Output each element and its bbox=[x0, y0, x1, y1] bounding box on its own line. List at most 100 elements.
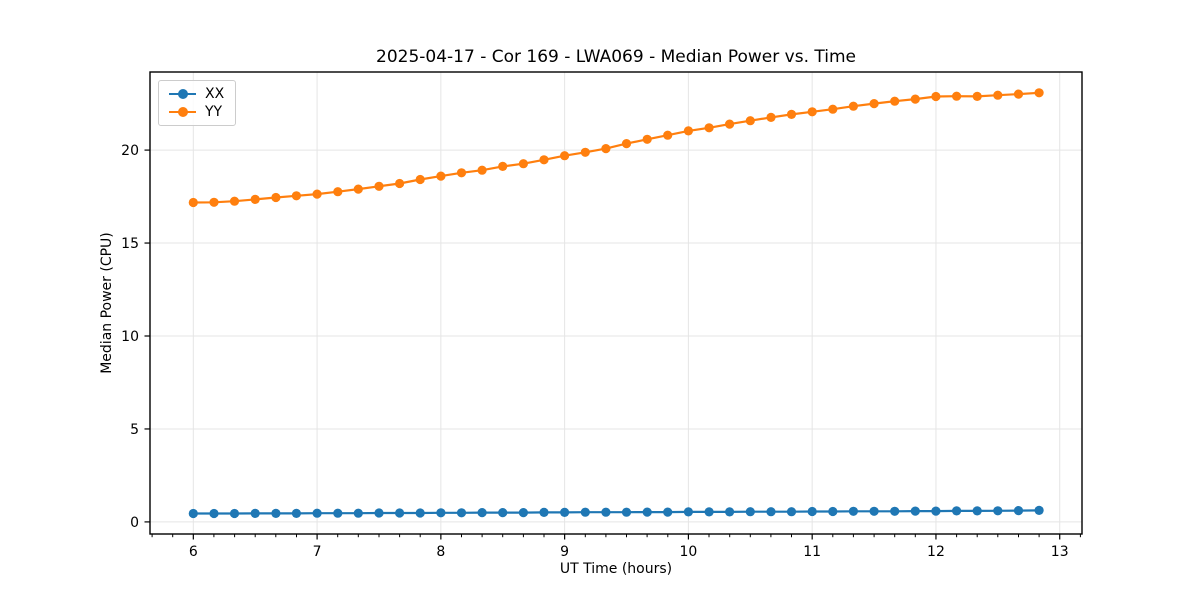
marker-yy bbox=[642, 134, 652, 144]
marker-xx bbox=[518, 507, 529, 518]
marker-xx bbox=[931, 506, 941, 516]
chart-title: 2025-04-17 - Cor 169 - LWA069 - Median P… bbox=[376, 47, 856, 67]
marker-xx bbox=[972, 506, 982, 516]
marker-yy bbox=[560, 151, 570, 161]
x-tick-label: 13 bbox=[1051, 544, 1069, 560]
marker-xx bbox=[993, 506, 1003, 516]
marker-xx bbox=[766, 507, 776, 517]
marker-yy bbox=[436, 171, 446, 181]
marker-yy bbox=[931, 91, 941, 102]
marker-yy bbox=[663, 130, 673, 140]
marker-xx bbox=[786, 507, 797, 517]
marker-xx bbox=[353, 508, 363, 518]
marker-xx bbox=[395, 508, 405, 518]
marker-xx bbox=[1013, 506, 1024, 516]
marker-xx bbox=[477, 507, 487, 518]
marker-yy bbox=[972, 91, 982, 101]
marker-xx bbox=[704, 507, 714, 517]
marker-xx bbox=[580, 507, 590, 517]
marker-yy bbox=[910, 94, 920, 104]
marker-xx bbox=[312, 508, 322, 518]
y-axis-label: Median Power (CPU) bbox=[99, 232, 115, 374]
marker-xx bbox=[271, 508, 281, 518]
marker-yy bbox=[209, 197, 219, 207]
marker-xx bbox=[869, 506, 879, 516]
y-tick-label: 5 bbox=[130, 422, 139, 438]
marker-xx bbox=[642, 507, 652, 517]
marker-yy bbox=[869, 99, 879, 109]
marker-xx bbox=[828, 506, 838, 517]
marker-yy bbox=[993, 90, 1003, 100]
marker-xx bbox=[807, 506, 817, 517]
marker-yy bbox=[828, 104, 838, 114]
marker-yy bbox=[518, 159, 529, 169]
marker-yy bbox=[456, 168, 467, 178]
marker-yy bbox=[333, 187, 343, 197]
marker-xx bbox=[601, 507, 611, 517]
marker-xx bbox=[848, 506, 859, 516]
marker-yy bbox=[766, 112, 776, 122]
marker-xx bbox=[621, 507, 632, 517]
x-tick-label: 8 bbox=[436, 544, 445, 560]
marker-yy bbox=[498, 161, 508, 171]
marker-xx bbox=[745, 507, 755, 517]
legend-line-marker-icon bbox=[169, 107, 196, 118]
marker-xx bbox=[683, 507, 694, 517]
legend: XX YY bbox=[158, 80, 237, 126]
marker-yy bbox=[621, 139, 632, 149]
marker-yy bbox=[807, 107, 817, 117]
marker-yy bbox=[580, 147, 590, 157]
y-tick-label: 15 bbox=[121, 236, 139, 252]
legend-line-marker-icon bbox=[169, 89, 196, 100]
marker-xx bbox=[663, 507, 673, 517]
marker-yy bbox=[291, 191, 301, 201]
marker-xx bbox=[539, 507, 549, 517]
marker-xx bbox=[910, 506, 920, 516]
marker-yy bbox=[952, 91, 962, 101]
marker-xx bbox=[952, 506, 962, 516]
marker-xx bbox=[250, 508, 260, 518]
marker-xx bbox=[333, 508, 343, 518]
marker-yy bbox=[477, 165, 487, 175]
marker-xx bbox=[1034, 505, 1044, 515]
x-tick-label: 7 bbox=[313, 544, 322, 560]
marker-yy bbox=[353, 184, 363, 194]
marker-yy bbox=[539, 155, 549, 165]
plot-border bbox=[149, 71, 1083, 535]
y-tick-label: 20 bbox=[121, 143, 139, 159]
y-tick-label: 10 bbox=[121, 329, 139, 345]
marker-yy bbox=[1013, 89, 1024, 99]
marker-yy bbox=[415, 174, 425, 185]
marker-xx bbox=[890, 506, 900, 516]
marker-yy bbox=[725, 119, 735, 129]
marker-yy bbox=[1034, 88, 1044, 98]
marker-yy bbox=[890, 96, 900, 106]
legend-item-yy: YY bbox=[169, 105, 224, 119]
marker-xx bbox=[188, 508, 198, 519]
marker-xx bbox=[456, 508, 467, 518]
series-line-yy bbox=[193, 91, 1040, 204]
marker-yy bbox=[395, 178, 405, 189]
marker-yy bbox=[786, 109, 797, 119]
x-tick-label: 9 bbox=[560, 544, 569, 560]
marker-yy bbox=[601, 144, 611, 154]
marker-yy bbox=[683, 126, 694, 136]
x-tick-label: 11 bbox=[803, 544, 821, 560]
marker-yy bbox=[374, 181, 384, 191]
marker-yy bbox=[848, 101, 859, 111]
x-tick-label: 12 bbox=[927, 544, 945, 560]
marker-xx bbox=[374, 508, 384, 518]
marker-yy bbox=[312, 189, 322, 199]
marker-xx bbox=[498, 507, 508, 518]
x-axis-label: UT Time (hours) bbox=[559, 561, 673, 577]
marker-yy bbox=[271, 192, 281, 203]
marker-yy bbox=[229, 196, 240, 206]
marker-xx bbox=[229, 508, 240, 519]
legend-item-xx: XX bbox=[169, 87, 224, 101]
marker-xx bbox=[209, 508, 219, 519]
x-tick-label: 10 bbox=[679, 544, 697, 560]
marker-xx bbox=[291, 508, 301, 518]
marker-xx bbox=[415, 508, 425, 518]
